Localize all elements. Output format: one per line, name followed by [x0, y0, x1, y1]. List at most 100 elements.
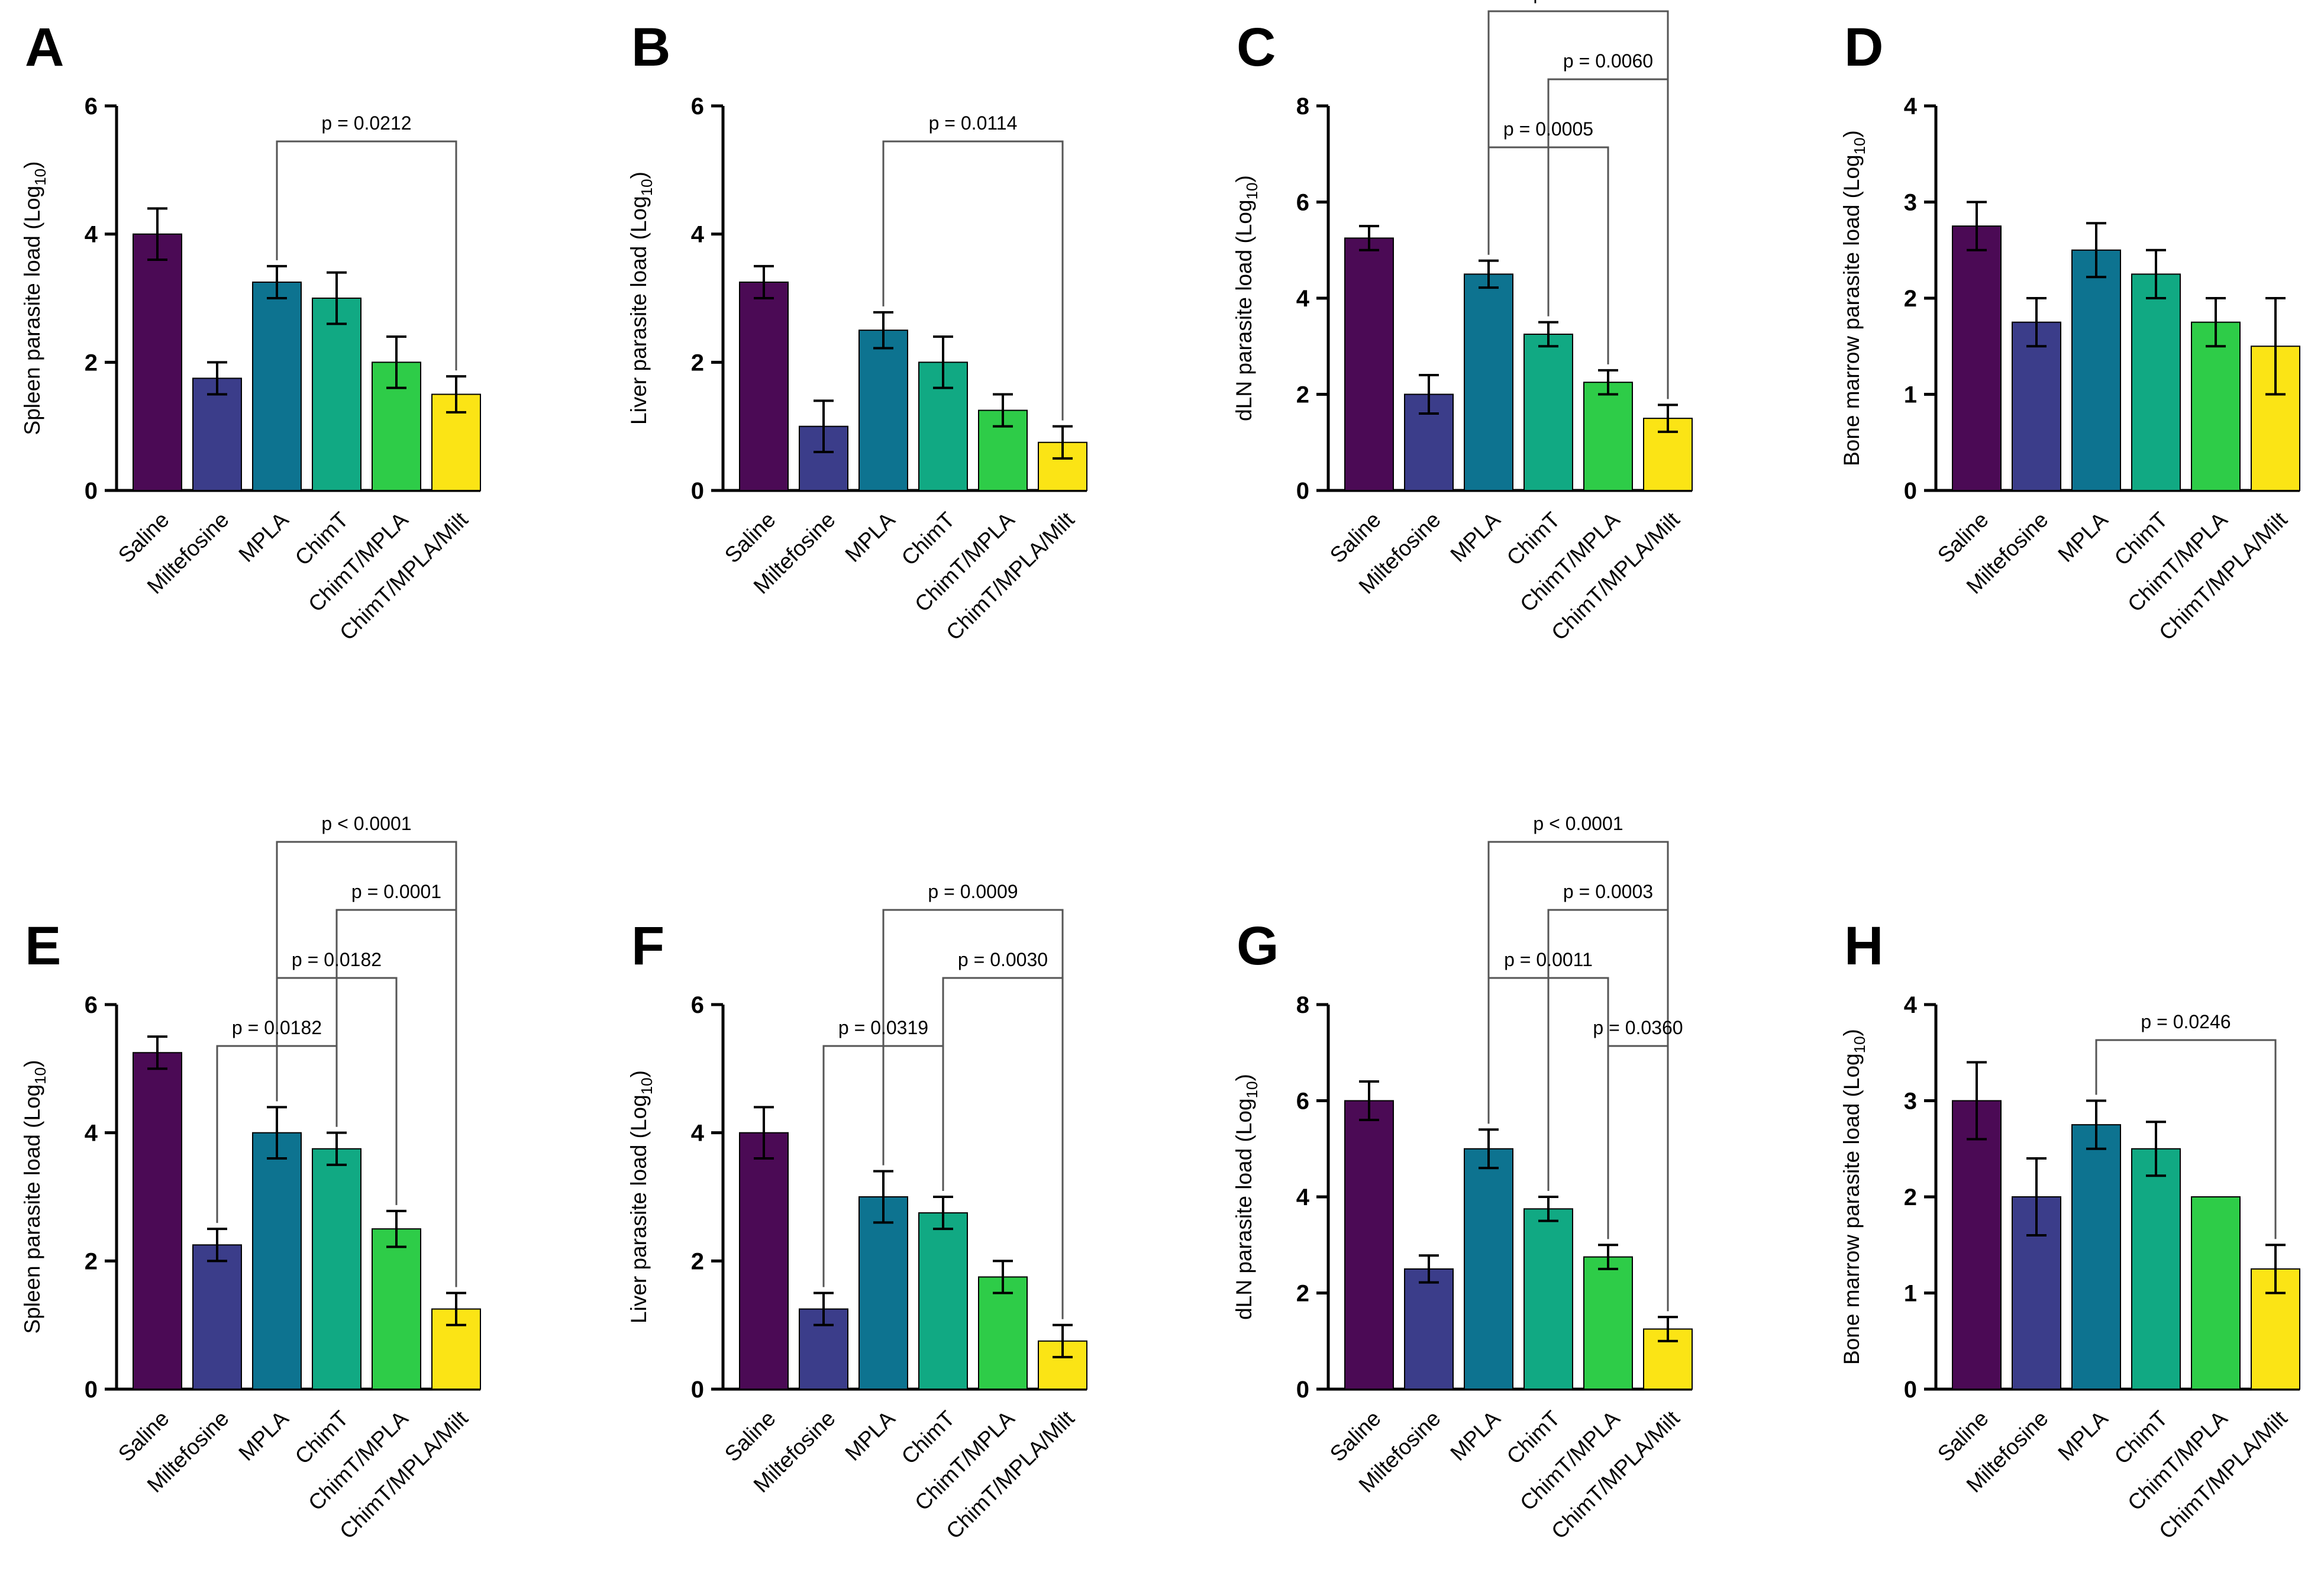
- error-bar: [1419, 1254, 1439, 1284]
- p-value-label: p = 0.0060: [1563, 50, 1653, 72]
- y-axis-title-main: Spleen parasite load (Log: [20, 1084, 44, 1334]
- p-value-label: p = 0.0001: [351, 881, 441, 902]
- bar-saline: [1952, 1100, 2002, 1390]
- significance-bracket: [2095, 1039, 2277, 1239]
- error-bar: [207, 361, 227, 396]
- x-category-label: MPLA: [2053, 1406, 2112, 1465]
- y-tick-label: 1: [1904, 382, 1917, 408]
- significance-bracket: [822, 1045, 944, 1287]
- bar-saline: [739, 1132, 789, 1390]
- y-tick-label: 4: [691, 222, 705, 248]
- error-bar: [1053, 1323, 1073, 1358]
- bar-chimt: [1523, 1208, 1573, 1390]
- error-bar: [2265, 297, 2286, 396]
- y-axis-title-main: Bone marrow parasite load (Log: [1839, 1053, 1864, 1365]
- panel-letter: C: [1237, 17, 1276, 78]
- y-tick-label: 6: [691, 992, 704, 1018]
- y-tick-label: 1: [1904, 1281, 1917, 1307]
- error-bar: [1359, 1080, 1379, 1121]
- error-bar: [2086, 222, 2106, 279]
- bar-saline: [133, 1052, 182, 1390]
- error-bar: [147, 207, 167, 261]
- error-bar: [2086, 1099, 2106, 1150]
- bar-mpla: [2071, 249, 2121, 491]
- y-tick-label: 0: [691, 1377, 704, 1403]
- significance-bracket: [882, 140, 1064, 421]
- significance-bracket: [1487, 841, 1669, 1312]
- x-category-label: MPLA: [1445, 507, 1505, 566]
- error-bar: [1538, 321, 1558, 348]
- y-axis-title-main: Bone marrow parasite load (Log: [1839, 154, 1864, 466]
- y-tick-label: 4: [85, 1121, 98, 1147]
- y-axis-title: dLN parasite load (Log10): [1232, 175, 1261, 421]
- y-tick-label: 4: [1296, 286, 1310, 312]
- bar-mpla: [1464, 273, 1513, 491]
- error-bar: [873, 1170, 893, 1224]
- error-bar: [1967, 201, 1987, 251]
- significance-bracket: [882, 909, 1064, 1319]
- y-tick-label: 8: [1296, 992, 1309, 1018]
- x-category-label: MPLA: [1445, 1406, 1505, 1465]
- error-bar: [1053, 425, 1073, 460]
- y-tick-label: 2: [691, 350, 704, 376]
- y-tick-label: 4: [691, 1121, 705, 1147]
- p-value-label: p = 0.0114: [929, 112, 1018, 134]
- error-bar: [1479, 259, 1499, 289]
- p-value-label: p = 0.0212: [321, 112, 411, 134]
- y-axis-title-end: ): [20, 162, 44, 169]
- bar-chimt-mpla: [1583, 382, 1633, 491]
- error-bar: [2026, 1157, 2047, 1236]
- y-axis-title-end: ): [627, 172, 651, 179]
- panel-letter: D: [1844, 17, 1883, 78]
- y-axis-title: Spleen parasite load (Log10): [20, 162, 49, 435]
- x-category-label: MPLA: [2053, 507, 2112, 566]
- error-bar: [933, 335, 953, 389]
- significance-bracket: [216, 1045, 338, 1223]
- y-tick-label: 6: [1296, 190, 1309, 216]
- error-bar: [446, 1292, 466, 1326]
- p-value-label: p = 0.0011: [1504, 949, 1593, 970]
- p-value-label: p = 0.0003: [1563, 881, 1653, 902]
- p-value-label: p = 0.0360: [1593, 1017, 1683, 1038]
- significance-bracket: [335, 909, 457, 1287]
- p-value-label: p < 0.0001: [321, 813, 411, 834]
- significance-bracket: [1487, 146, 1609, 364]
- y-tick-label: 4: [85, 222, 98, 248]
- bar-saline: [739, 281, 789, 491]
- error-bar: [327, 271, 347, 325]
- error-bar: [386, 335, 406, 389]
- y-tick-label: 6: [691, 93, 704, 120]
- y-tick-label: 6: [85, 992, 98, 1018]
- error-bar: [1598, 1244, 1618, 1270]
- y-tick-label: 0: [1296, 1377, 1309, 1403]
- y-tick-label: 0: [85, 1377, 98, 1403]
- bar-chimt-mpla: [372, 1228, 421, 1390]
- p-value-label: p = 0.0009: [928, 881, 1018, 902]
- y-axis-title: Spleen parasite load (Log10): [20, 1060, 49, 1334]
- significance-bracket: [1547, 78, 1669, 399]
- bar-chimt: [312, 1148, 361, 1390]
- panel-letter: H: [1844, 916, 1883, 976]
- y-axis-title: Bone marrow parasite load (Log10): [1839, 130, 1868, 466]
- p-value-label: p = 0.0005: [1503, 118, 1593, 140]
- bar-saline: [1952, 225, 2002, 491]
- error-bar: [446, 375, 466, 414]
- error-bar: [754, 1106, 774, 1160]
- y-axis-title-main: Liver parasite load (Log: [627, 196, 651, 425]
- y-axis-title-end: ): [627, 1070, 651, 1077]
- y-axis-title-main: dLN parasite load (Log: [1232, 199, 1256, 421]
- y-tick-label: 0: [1296, 478, 1309, 504]
- error-bar: [873, 311, 893, 350]
- y-tick-label: 4: [1296, 1184, 1310, 1210]
- y-axis-title-end: ): [1839, 1029, 1864, 1036]
- p-value-label: p = 0.0030: [958, 949, 1048, 970]
- panel-letter: F: [631, 916, 664, 976]
- error-bar: [267, 264, 287, 299]
- y-axis-title-sub: 10: [1851, 137, 1868, 154]
- y-axis-title-main: Spleen parasite load (Log: [20, 186, 44, 435]
- y-tick-label: 2: [1296, 1281, 1309, 1307]
- y-axis-title-end: ): [1232, 1074, 1256, 1081]
